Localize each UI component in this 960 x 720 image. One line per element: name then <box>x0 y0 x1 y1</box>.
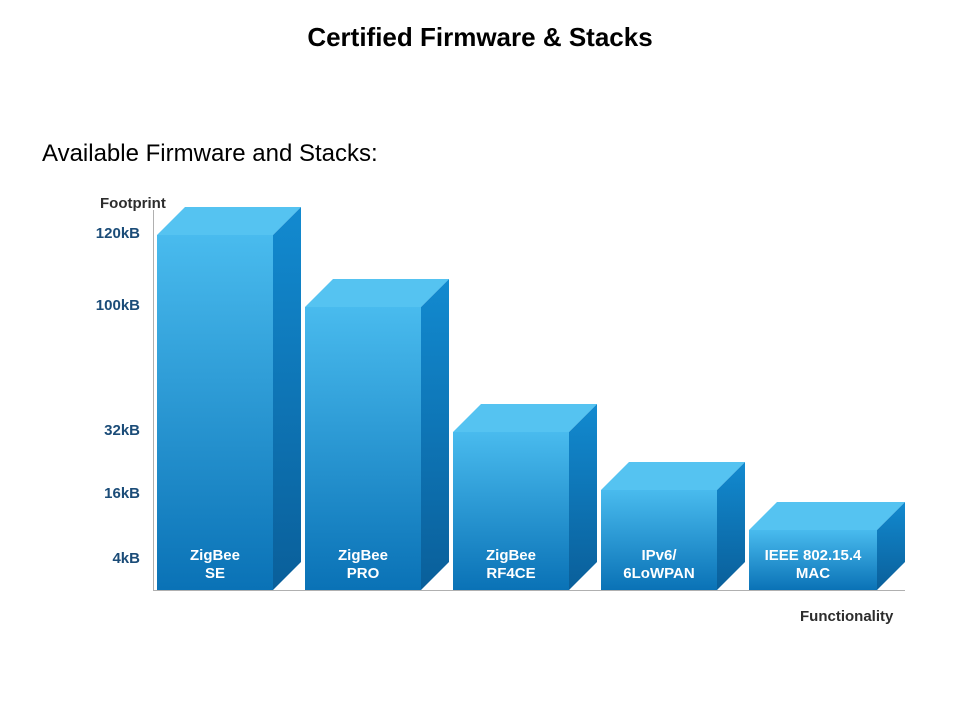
x-axis-label: Functionality <box>800 608 893 625</box>
y-tick: 32kB <box>85 422 140 439</box>
y-tick: 100kB <box>85 297 140 314</box>
x-axis-line <box>153 590 905 591</box>
footprint-chart: Footprint120kB100kB32kB16kB4kBFunctional… <box>85 200 905 660</box>
y-tick: 16kB <box>85 485 140 502</box>
bar-label: ZigBeeSE <box>157 547 273 585</box>
y-tick: 120kB <box>85 225 140 242</box>
bar-0: ZigBeeSE <box>157 207 301 590</box>
page-subtitle: Available Firmware and Stacks: <box>42 140 378 168</box>
bar-1: ZigBeePRO <box>305 279 449 590</box>
bar-label: ZigBeeRF4CE <box>453 547 569 585</box>
bar-label: IEEE 802.15.4MAC <box>749 547 877 585</box>
bar-3: IPv6/6LoWPAN <box>601 462 745 590</box>
y-axis-label: Footprint <box>100 195 166 212</box>
bar-label: IPv6/6LoWPAN <box>601 547 717 585</box>
y-axis-line <box>153 210 154 590</box>
y-tick: 4kB <box>85 550 140 567</box>
bar-label: ZigBeePRO <box>305 547 421 585</box>
bar-4: IEEE 802.15.4MAC <box>749 502 905 590</box>
bar-2: ZigBeeRF4CE <box>453 404 597 590</box>
page-title: Certified Firmware & Stacks <box>0 0 960 53</box>
